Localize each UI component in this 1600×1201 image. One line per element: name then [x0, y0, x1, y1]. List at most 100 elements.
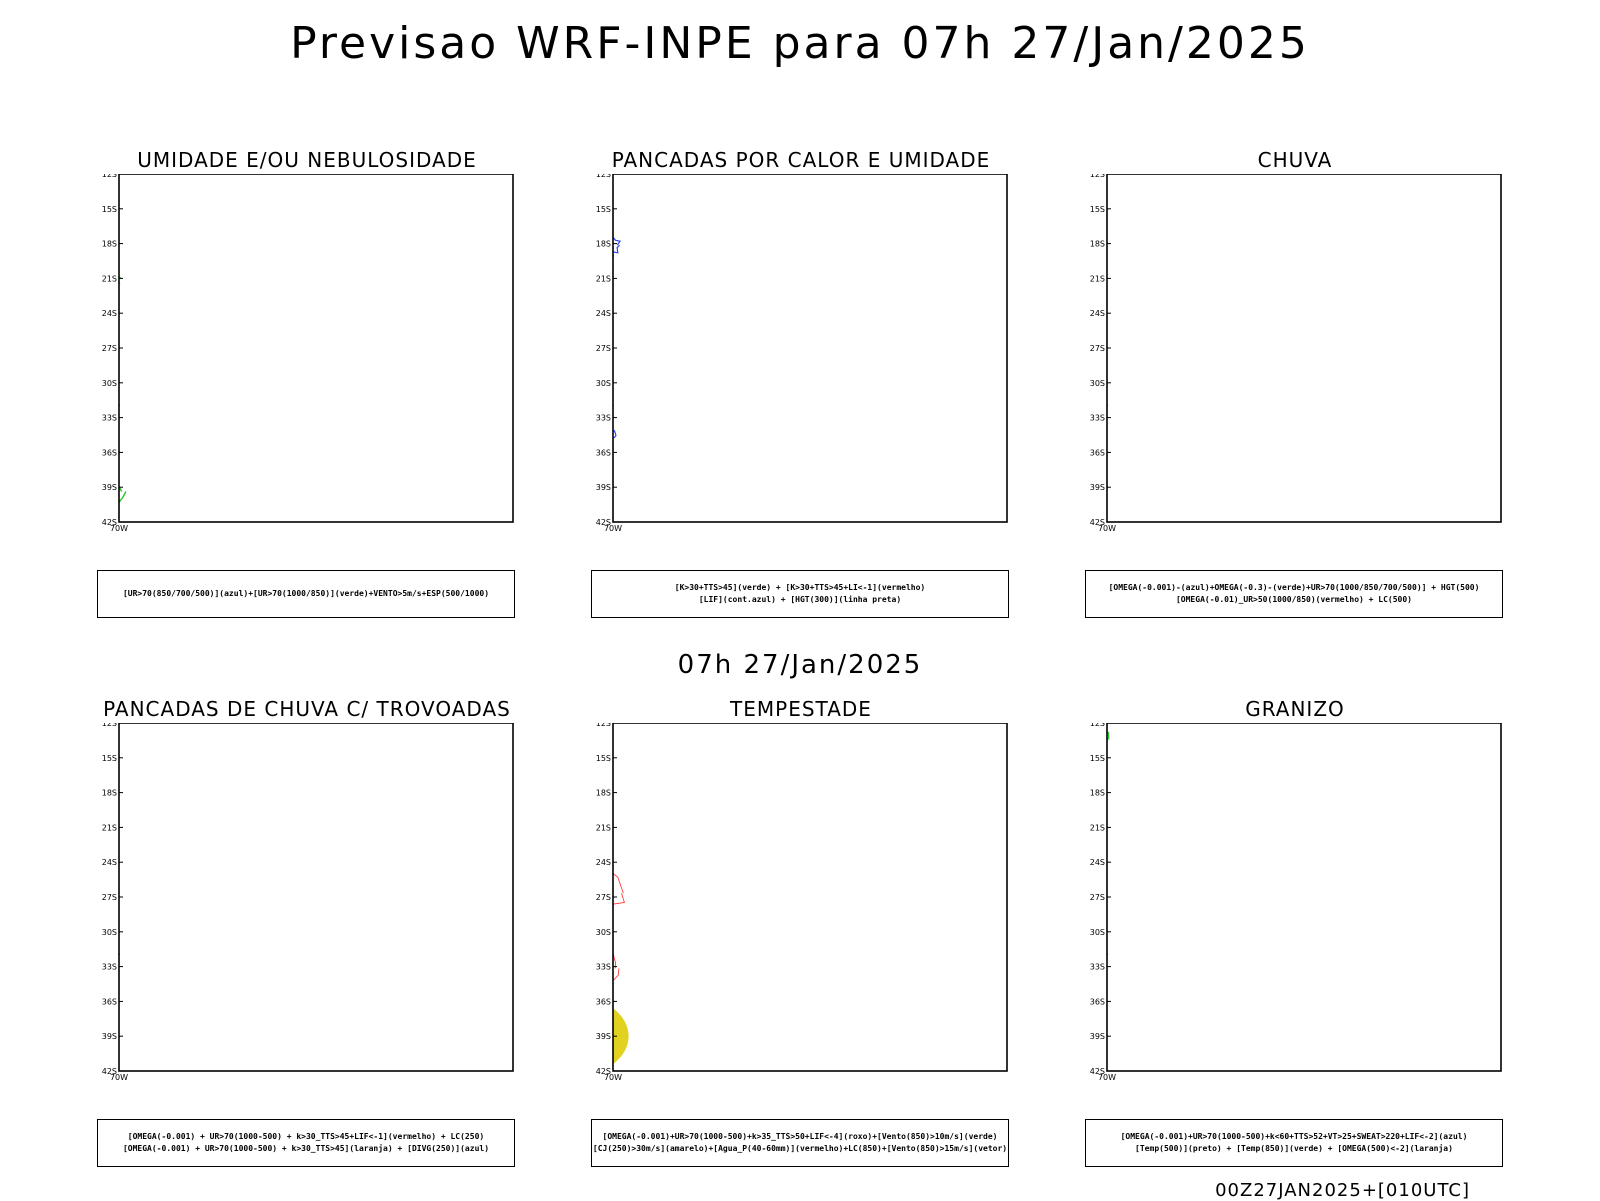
lat-label: 36S: [102, 448, 117, 457]
lat-label: 18S: [1090, 789, 1105, 798]
legend-pancadas-calor: [K>30+TTS>45](verde) + [K>30+TTS>45+LI<-…: [591, 570, 1009, 618]
lon-label: 70W: [110, 1073, 128, 1082]
lat-label: 18S: [596, 789, 611, 798]
border: [591, 839, 598, 1048]
lon-label: 70W: [110, 524, 128, 533]
legend-line: [UR>70(850/700/500)](azul)+[UR>70(1000/8…: [123, 588, 489, 600]
map-frame: [1107, 723, 1501, 1071]
legend-line: [OMEGA(-0.001) + UR>70(1000-500) + k>30_…: [128, 1131, 484, 1143]
lat-label: 24S: [1090, 858, 1105, 867]
streamline: [97, 1004, 109, 1048]
divergence-blue: [103, 1021, 113, 1029]
map-chuva: 57657657657612S15S18S21S24S27S30S33S36S3…: [1085, 174, 1505, 549]
lat-label: 27S: [596, 893, 611, 902]
isobar-label: 1008: [97, 474, 112, 483]
lat-label: 33S: [102, 414, 117, 423]
legend-chuva: [OMEGA(-0.001)-(azul)+OMEGA(-0.3)-(verde…: [1085, 570, 1503, 618]
map-granizo: 12S15S18S21S24S27S30S33S36S39S42S70W65W6…: [1085, 723, 1505, 1098]
lat-label: 12S: [596, 723, 611, 728]
lat-label: 36S: [1090, 997, 1105, 1006]
lat-label: 39S: [102, 1032, 117, 1041]
legend-line: [OMEGA(-0.001)+UR>70(1000-500)+k>35_TTS>…: [603, 1131, 998, 1143]
lat-label: 30S: [596, 928, 611, 937]
lifted-index-contour: [605, 429, 616, 441]
panel-title: UMIDADE E/OU NEBULOSIDADE: [97, 148, 517, 172]
lat-label: 39S: [596, 1032, 611, 1041]
lat-label: 27S: [1090, 893, 1105, 902]
lat-label: 15S: [1090, 205, 1105, 214]
lon-label: 70W: [604, 524, 622, 533]
lat-label: 33S: [596, 963, 611, 972]
lifted-index-contour: [591, 230, 595, 254]
page-title: Previsao WRF-INPE para 07h 27/Jan/2025: [0, 18, 1600, 69]
humidity-fill-blue: [97, 177, 99, 191]
lat-label: 30S: [102, 928, 117, 937]
plot-area: [591, 723, 629, 1084]
lat-label: 15S: [102, 205, 117, 214]
panel-title: CHUVA: [1085, 148, 1505, 172]
legend-tempestade: [OMEGA(-0.001)+UR>70(1000-500)+k>35_TTS>…: [591, 1119, 1009, 1167]
height-contour: [1085, 323, 1107, 359]
lat-label: 30S: [102, 379, 117, 388]
border: [97, 290, 104, 499]
lat-label: 12S: [1090, 174, 1105, 179]
lon-label: 70W: [1098, 524, 1116, 533]
lat-label: 18S: [596, 240, 611, 249]
lat-label: 21S: [596, 274, 611, 283]
convection-fill-red: [591, 174, 610, 228]
lat-label: 27S: [102, 344, 117, 353]
lat-label: 18S: [1090, 240, 1105, 249]
lat-label: 36S: [596, 448, 611, 457]
legend-umidade: [UR>70(850/700/500)](azul)+[UR>70(1000/8…: [97, 570, 515, 618]
map-umidade: 1012101210121016101610081012101610121008…: [97, 174, 517, 549]
panel-title: GRANIZO: [1085, 697, 1505, 721]
legend-line: [LIF](cont.azul) + [HGT(300)](linha pret…: [699, 594, 901, 606]
lat-label: 33S: [102, 963, 117, 972]
panel-title: TEMPESTADE: [591, 697, 1011, 721]
panel-title: PANCADAS POR CALOR E UMIDADE: [591, 148, 1011, 172]
streamline: [97, 723, 109, 781]
lat-label: 21S: [1090, 823, 1105, 832]
lat-label: 12S: [102, 723, 117, 728]
map-tempestade: 12S15S18S21S24S27S30S33S36S39S42S70W65W6…: [591, 723, 1011, 1098]
lat-label: 24S: [596, 309, 611, 318]
legend-trovoadas: [OMEGA(-0.001) + UR>70(1000-500) + k>30_…: [97, 1119, 515, 1167]
lat-label: 33S: [596, 414, 611, 423]
border: [591, 290, 598, 499]
legend-line: [OMEGA(-0.01)_UR>50(1000/850)(vermelho) …: [1176, 594, 1412, 606]
lat-label: 24S: [596, 858, 611, 867]
map-frame: [119, 723, 513, 1071]
lat-label: 36S: [1090, 448, 1105, 457]
panel-chuva: CHUVA 57657657657612S15S18S21S24S27S30S3…: [1085, 148, 1505, 618]
lat-label: 24S: [1090, 309, 1105, 318]
border: [1085, 839, 1092, 1048]
lat-label: 21S: [102, 823, 117, 832]
lon-label: 70W: [604, 1073, 622, 1082]
temp850-contour: [1085, 984, 1107, 1040]
hail-fill-blue: [1095, 848, 1101, 853]
lat-label: 36S: [596, 997, 611, 1006]
lat-label: 39S: [1090, 1032, 1105, 1041]
legend-line: [K>30+TTS>45](verde) + [K>30+TTS>45+LI<-…: [675, 582, 925, 594]
lon-label: 70W: [1098, 1073, 1116, 1082]
lat-label: 33S: [1090, 963, 1105, 972]
divergence-blue: [104, 974, 115, 982]
lat-label: 27S: [102, 893, 117, 902]
map-frame: [613, 723, 1007, 1071]
lat-label: 12S: [1090, 723, 1105, 728]
map-trovoadas: 12S15S18S21S24S27S30S33S36S39S42S70W65W6…: [97, 723, 517, 1098]
lat-label: 15S: [102, 754, 117, 763]
lat-label: 21S: [102, 274, 117, 283]
lat-label: 15S: [596, 205, 611, 214]
map-pancadas-calor: 9600960096009600952095209440960012S15S18…: [591, 174, 1011, 549]
lat-label: 18S: [102, 240, 117, 249]
valid-time-title: 07h 27/Jan/2025: [0, 650, 1600, 680]
panel-title: PANCADAS DE CHUVA C/ TROVOADAS: [97, 697, 517, 721]
panel-umidade: UMIDADE E/OU NEBULOSIDADE 10121012101210…: [97, 148, 517, 618]
lat-label: 27S: [596, 344, 611, 353]
lat-label: 12S: [102, 174, 117, 179]
lat-label: 21S: [596, 823, 611, 832]
lat-label: 21S: [1090, 274, 1105, 283]
